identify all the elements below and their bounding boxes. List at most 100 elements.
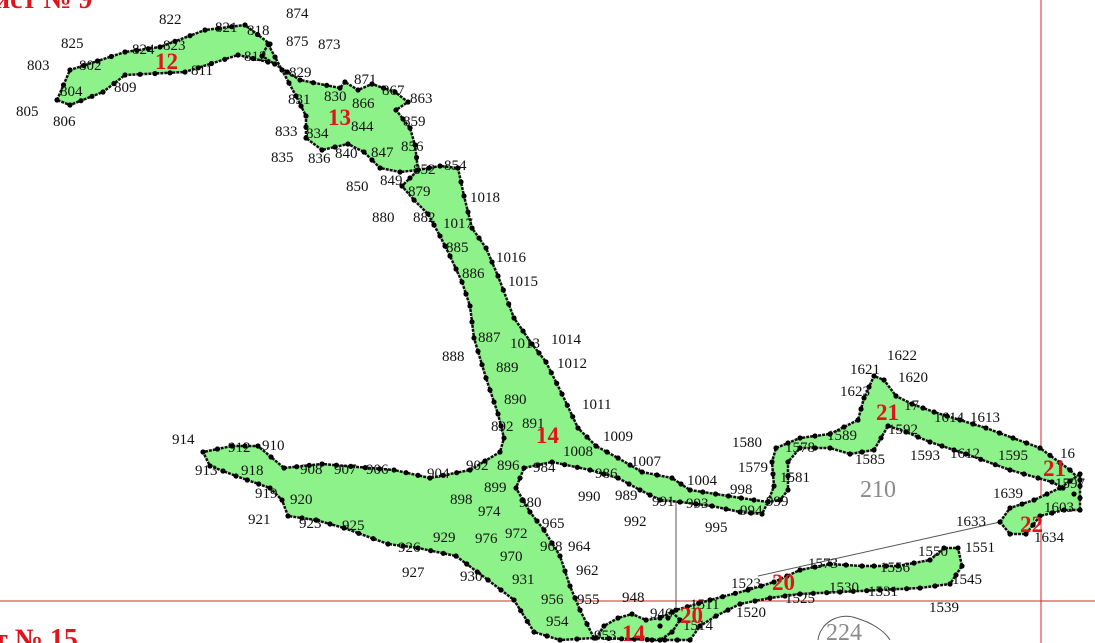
point-label-999: 999 — [766, 494, 789, 510]
boundary-point — [644, 637, 650, 643]
point-label-913: 913 — [195, 463, 218, 479]
boundary-point — [785, 459, 791, 465]
boundary-point — [469, 319, 475, 325]
point-label-956: 956 — [541, 592, 564, 608]
boundary-point — [725, 493, 732, 499]
boundary-point — [883, 563, 889, 569]
point-label-829: 829 — [289, 65, 312, 81]
point-label-1012: 1012 — [557, 356, 587, 372]
boundary-point — [137, 71, 143, 77]
point-label-859: 859 — [403, 114, 426, 130]
boundary-point — [1019, 501, 1025, 507]
boundary-point — [1037, 513, 1043, 519]
boundary-point — [491, 399, 497, 405]
boundary-point — [1077, 477, 1083, 483]
boundary-point — [992, 462, 998, 468]
boundary-point — [392, 89, 398, 95]
boundary-point — [286, 80, 292, 86]
boundary-point — [1077, 483, 1083, 489]
boundary-point — [222, 56, 228, 62]
boundary-point — [593, 635, 599, 641]
boundary-point — [850, 588, 856, 594]
boundary-point — [903, 429, 909, 435]
point-label-919: 919 — [255, 486, 278, 502]
point-label-850: 850 — [346, 179, 369, 195]
point-label-954: 954 — [546, 614, 569, 630]
boundary-point — [1030, 522, 1036, 528]
boundary-point — [94, 58, 101, 64]
boundary-point — [771, 483, 777, 489]
boundary-point — [996, 430, 1003, 436]
parcel-13-polygon[interactable] — [260, 41, 420, 174]
boundary-point — [669, 475, 675, 481]
boundary-point — [380, 85, 387, 91]
point-label-809: 809 — [114, 80, 137, 96]
point-label-1595: 1595 — [998, 448, 1028, 464]
boundary-point — [369, 157, 375, 163]
boundary-point — [391, 467, 397, 473]
boundary-point — [544, 633, 550, 639]
boundary-point — [963, 451, 969, 457]
parcel-21-polygon[interactable] — [766, 374, 1082, 504]
boundary-point — [355, 87, 361, 93]
boundary-point — [453, 266, 459, 272]
point-label-1580: 1580 — [732, 435, 762, 451]
boundary-point — [207, 463, 213, 469]
parcel-14-polygon[interactable] — [201, 164, 770, 642]
boundary-point — [341, 525, 347, 531]
boundary-point — [458, 179, 464, 185]
point-label-834: 834 — [306, 126, 329, 142]
point-label-1578: 1578 — [785, 440, 815, 456]
point-label-907: 907 — [334, 462, 357, 478]
boundary-point — [1077, 507, 1083, 513]
boundary-point — [549, 540, 555, 546]
point-label-1511: 1511 — [690, 597, 719, 613]
boundary-point — [673, 607, 679, 613]
boundary-point — [878, 435, 884, 441]
boundary-point — [425, 211, 431, 217]
boundary-point — [720, 594, 726, 600]
boundary-point — [268, 454, 274, 460]
point-label-17: 17 — [904, 398, 920, 414]
boundary-point — [122, 49, 128, 55]
point-label-920: 920 — [290, 492, 313, 508]
boundary-point — [265, 41, 271, 47]
boundary-point — [871, 447, 877, 453]
boundary-point — [361, 149, 367, 155]
boundary-point — [464, 561, 470, 567]
point-label-835: 835 — [271, 150, 294, 166]
point-label-1551: 1551 — [965, 540, 995, 556]
point-label-804: 804 — [60, 84, 83, 100]
boundary-point — [531, 629, 537, 635]
boundary-point — [1023, 531, 1029, 537]
boundary-point — [684, 604, 690, 610]
boundary-point — [785, 487, 791, 493]
boundary-point — [294, 464, 300, 470]
point-label-993: 993 — [686, 496, 709, 512]
boundary-point — [773, 445, 779, 451]
boundary-point — [187, 33, 193, 39]
area-label-20-right: 20 — [772, 570, 795, 595]
point-label-926: 926 — [398, 540, 421, 556]
boundary-point — [559, 391, 565, 397]
boundary-point — [577, 607, 583, 613]
boundary-point — [917, 585, 923, 591]
point-label-886: 886 — [462, 266, 485, 282]
point-label-1514: 1514 — [683, 618, 714, 634]
boundary-point — [157, 44, 163, 50]
point-label-964: 964 — [568, 539, 591, 555]
point-label-16: 16 — [1060, 446, 1076, 462]
point-label-1613: 1613 — [970, 410, 1000, 426]
boundary-point — [67, 67, 73, 73]
point-label-885: 885 — [446, 240, 469, 256]
area-label-20-left: 20 — [680, 603, 703, 628]
point-label-968: 968 — [540, 539, 563, 555]
boundary-point — [562, 568, 568, 574]
point-label-836: 836 — [308, 151, 331, 167]
boundary-point — [426, 165, 432, 171]
boundary-point — [501, 435, 507, 441]
block-number-210: 210 — [860, 477, 896, 503]
boundary-point — [885, 423, 891, 429]
boundary-point — [465, 209, 471, 215]
boundary-point — [453, 553, 459, 559]
